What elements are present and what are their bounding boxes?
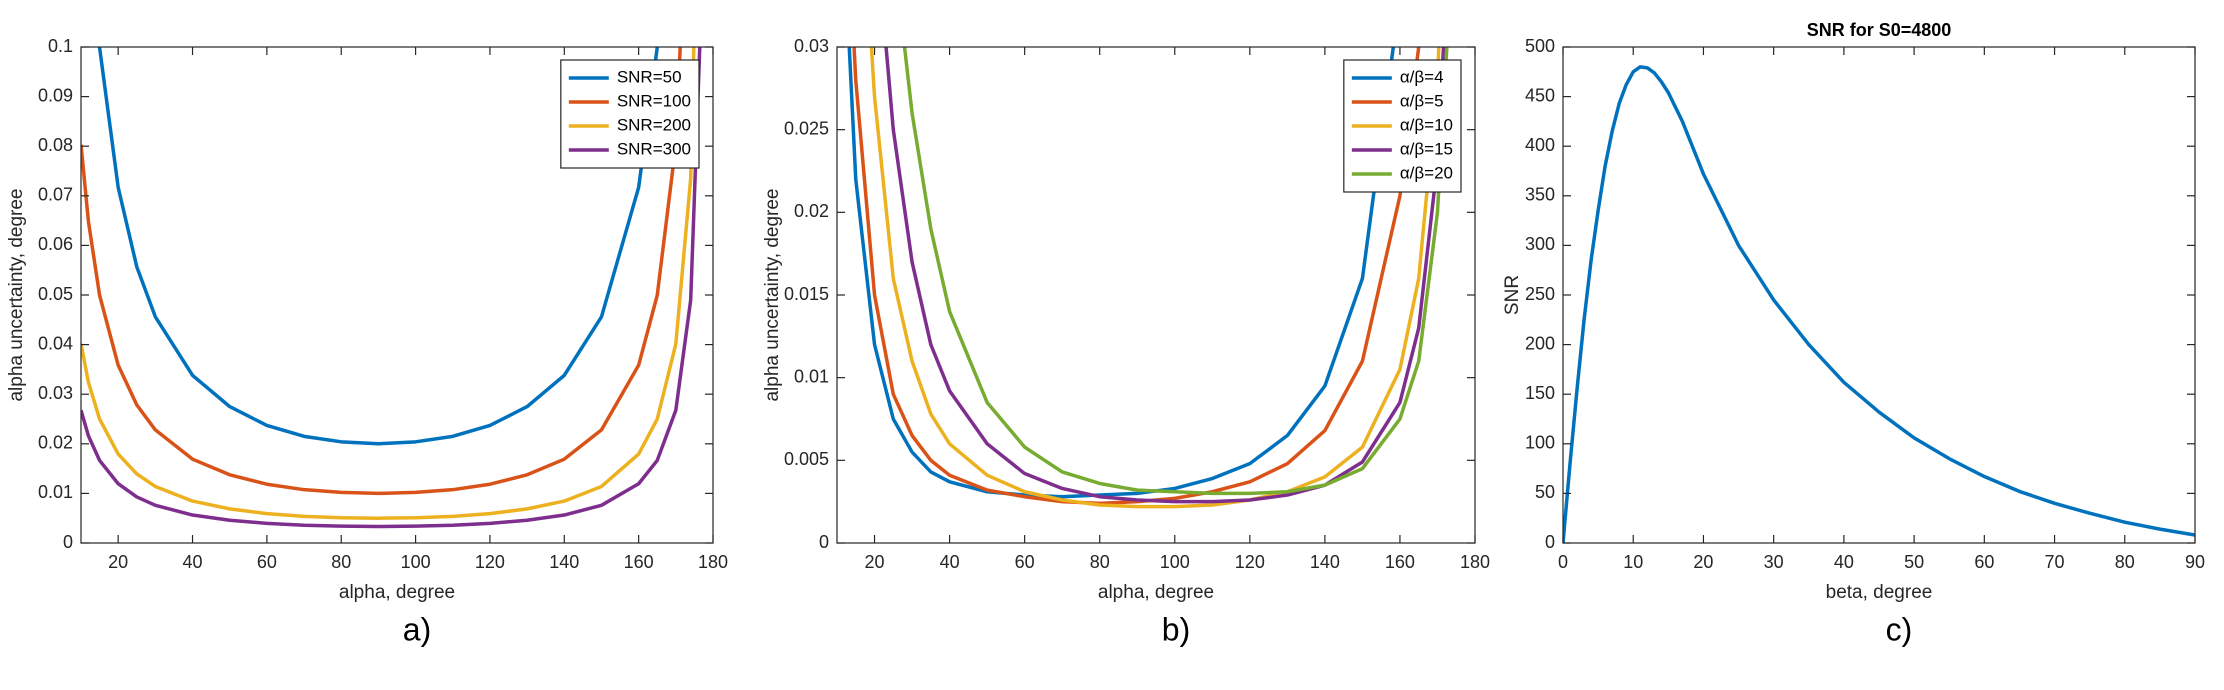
data-line bbox=[81, 47, 682, 496]
legend-label: α/β=10 bbox=[1400, 115, 1453, 134]
x-tick-label: 160 bbox=[1385, 552, 1415, 572]
data-line bbox=[81, 47, 696, 520]
y-tick-label: 100 bbox=[1525, 433, 1555, 453]
data-line bbox=[97, 47, 660, 446]
y-tick-label: 0.01 bbox=[38, 482, 73, 502]
y-tick-label: 0.03 bbox=[794, 36, 829, 56]
y-tick-label: 450 bbox=[1525, 85, 1555, 105]
legend-label: SNR=50 bbox=[617, 67, 682, 86]
x-tick-label: 100 bbox=[1160, 552, 1190, 572]
y-tick-label: 0.08 bbox=[38, 135, 73, 155]
x-tick-label: 180 bbox=[1460, 552, 1490, 572]
y-tick-label: 50 bbox=[1535, 482, 1555, 502]
legend-label: SNR=100 bbox=[617, 91, 691, 110]
y-tick-label: 250 bbox=[1525, 284, 1555, 304]
legend-label: α/β=4 bbox=[1400, 67, 1444, 86]
y-axis-label: alpha uncertainty, degree bbox=[762, 188, 783, 401]
y-tick-label: 350 bbox=[1525, 185, 1555, 205]
panel-label: a) bbox=[403, 611, 431, 647]
y-tick-label: 200 bbox=[1525, 333, 1555, 353]
y-tick-label: 0.015 bbox=[784, 284, 829, 304]
y-tick-label: 0.02 bbox=[38, 433, 73, 453]
x-tick-label: 60 bbox=[1974, 552, 1994, 572]
data-line bbox=[847, 47, 1396, 499]
y-tick-label: 0.01 bbox=[794, 366, 829, 386]
x-tick-label: 140 bbox=[1310, 552, 1340, 572]
plot-lines bbox=[1563, 65, 2195, 543]
x-tick-label: 80 bbox=[331, 552, 351, 572]
legend-label: α/β=5 bbox=[1400, 91, 1444, 110]
legend-label: α/β=15 bbox=[1400, 139, 1453, 158]
x-tick-label: 70 bbox=[2045, 552, 2065, 572]
y-tick-label: 0 bbox=[819, 532, 829, 552]
x-tick-label: 160 bbox=[624, 552, 654, 572]
x-tick-label: 20 bbox=[1693, 552, 1713, 572]
x-tick-label: 10 bbox=[1623, 552, 1643, 572]
x-tick-label: 40 bbox=[940, 552, 960, 572]
x-axis-label: alpha, degree bbox=[1098, 582, 1214, 603]
legend-label: SNR=200 bbox=[617, 115, 691, 134]
y-tick-label: 0.005 bbox=[784, 449, 829, 469]
legend: SNR=50 SNR=100 SNR=200 SNR=300 bbox=[560, 59, 700, 169]
y-tick-label: 150 bbox=[1525, 383, 1555, 403]
x-tick-label: 60 bbox=[257, 552, 277, 572]
y-tick-label: 0.025 bbox=[784, 118, 829, 138]
data-line bbox=[81, 47, 702, 529]
y-tick-label: 0.02 bbox=[794, 201, 829, 221]
y-tick-label: 0.09 bbox=[38, 85, 73, 105]
plot-lines bbox=[81, 47, 702, 529]
data-line bbox=[1563, 65, 2195, 543]
data-line bbox=[869, 47, 1441, 509]
x-tick-label: 90 bbox=[2185, 552, 2205, 572]
x-tick-label: 100 bbox=[401, 552, 431, 572]
x-axis-label: beta, degree bbox=[1826, 582, 1933, 603]
x-tick-label: 60 bbox=[1015, 552, 1035, 572]
x-tick-label: 40 bbox=[183, 552, 203, 572]
data-line bbox=[884, 47, 1446, 504]
x-tick-label: 0 bbox=[1558, 552, 1568, 572]
y-tick-label: 0.05 bbox=[38, 284, 73, 304]
x-tick-label: 180 bbox=[698, 552, 728, 572]
legend-label: α/β=20 bbox=[1400, 163, 1453, 182]
x-tick-label: 140 bbox=[549, 552, 579, 572]
x-tick-label: 80 bbox=[2115, 552, 2135, 572]
panel-label: b) bbox=[1162, 611, 1190, 647]
y-axis-label: SNR bbox=[1502, 275, 1523, 315]
y-axis-label: alpha uncertainty, degree bbox=[6, 188, 27, 401]
y-tick-label: 300 bbox=[1525, 234, 1555, 254]
x-tick-label: 120 bbox=[1235, 552, 1265, 572]
y-tick-label: 0.06 bbox=[38, 234, 73, 254]
y-tick-label: 0 bbox=[63, 532, 73, 552]
y-tick-label: 0 bbox=[1545, 532, 1555, 552]
y-tick-label: 0.04 bbox=[38, 333, 73, 353]
y-tick-label: 0.03 bbox=[38, 383, 73, 403]
x-tick-label: 50 bbox=[1904, 552, 1924, 572]
x-tick-label: 40 bbox=[1834, 552, 1854, 572]
y-tick-label: 0.1 bbox=[48, 36, 73, 56]
data-line bbox=[902, 47, 1449, 496]
x-tick-label: 30 bbox=[1764, 552, 1784, 572]
legend-label: SNR=300 bbox=[617, 139, 691, 158]
y-tick-label: 400 bbox=[1525, 135, 1555, 155]
chart-title: SNR for S0=4800 bbox=[1807, 20, 1952, 40]
x-axis-label: alpha, degree bbox=[339, 582, 455, 603]
x-tick-label: 80 bbox=[1090, 552, 1110, 572]
x-tick-label: 20 bbox=[865, 552, 885, 572]
plot-area bbox=[1563, 47, 2195, 543]
panel-label: c) bbox=[1886, 611, 1913, 647]
legend: α/β=4 α/β=5 α/β=10 α/β=15 α/β=20 bbox=[1343, 59, 1462, 193]
x-tick-label: 120 bbox=[475, 552, 505, 572]
x-tick-label: 20 bbox=[108, 552, 128, 572]
y-tick-label: 0.07 bbox=[38, 185, 73, 205]
y-tick-label: 500 bbox=[1525, 36, 1555, 56]
